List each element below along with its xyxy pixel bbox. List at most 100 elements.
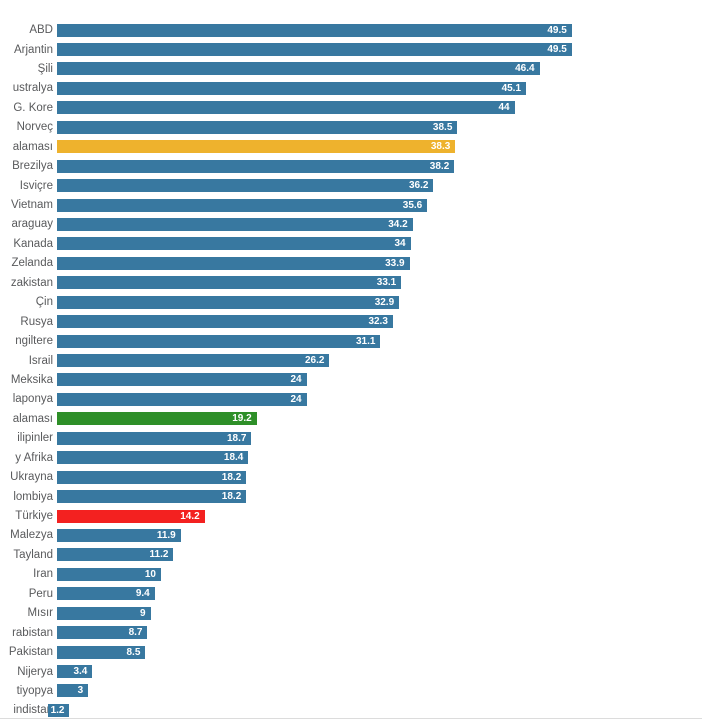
- category-label: Tayland: [13, 548, 53, 561]
- bar: 18.7: [57, 431, 252, 445]
- category-label: ngiltere: [15, 335, 53, 348]
- category-label: ustralya: [12, 82, 53, 95]
- category-label: Brezilya: [12, 160, 53, 173]
- value-label: 33.9: [382, 256, 410, 270]
- bar: 14.2: [57, 509, 205, 523]
- value-label: 45.1: [498, 81, 527, 95]
- bar: 19.2: [57, 412, 257, 426]
- category-label: İsviçre: [19, 179, 53, 192]
- bar-row: G. Kore 44: [0, 98, 702, 117]
- bar: 26.2: [57, 354, 330, 368]
- value-label: 38.2: [426, 159, 455, 173]
- bar: 31.1: [57, 334, 381, 348]
- value-label: 46.4: [512, 62, 540, 76]
- value-label: 11.9: [153, 528, 181, 542]
- value-label: 11.2: [146, 548, 174, 562]
- category-label: alaması: [12, 140, 53, 153]
- bar-row: Meksika 24: [0, 370, 702, 389]
- bar: 45.1: [57, 81, 527, 95]
- bar-row: laponya 24: [0, 390, 702, 409]
- bar: 34: [57, 237, 411, 251]
- bar-row: Vietnam 35.6: [0, 195, 702, 214]
- value-label: 8.7: [125, 626, 148, 640]
- bar: 24: [57, 373, 307, 387]
- bar-row: Arjantin 49.5: [0, 40, 702, 59]
- value-label: 9.4: [132, 587, 155, 601]
- value-label: 35.6: [399, 198, 428, 212]
- category-label: Şili: [37, 62, 53, 75]
- category-label: zakistan: [10, 276, 53, 289]
- bar: 8.5: [57, 645, 146, 659]
- category-label: ilipinler: [17, 432, 53, 445]
- category-label: Vietnam: [11, 199, 53, 212]
- bottom-divider: [0, 718, 702, 719]
- value-label: 9: [137, 606, 151, 620]
- bar-row: Norveç 38.5: [0, 118, 702, 137]
- category-label: y Afrika: [15, 451, 53, 464]
- value-label: 1.2: [47, 703, 70, 717]
- bar: 35.6: [57, 198, 428, 212]
- category-label: Malezya: [10, 529, 53, 542]
- bar: 33.1: [57, 276, 402, 290]
- value-label: 18.4: [220, 451, 249, 465]
- value-label: 33.1: [373, 276, 402, 290]
- value-label: 3.4: [70, 665, 93, 679]
- bar: 11.2: [57, 548, 174, 562]
- bar-row: Kanada 34: [0, 234, 702, 253]
- value-label: 31.1: [352, 334, 381, 348]
- category-label: Arjantin: [14, 43, 53, 56]
- value-label: 18.7: [224, 431, 252, 445]
- bar: 44: [57, 101, 515, 115]
- bar: 18.2: [57, 490, 247, 504]
- category-label: Nijerya: [17, 665, 53, 678]
- bar: 49.5: [57, 23, 572, 37]
- value-label: 19.2: [229, 412, 257, 426]
- category-label: Rusya: [20, 315, 53, 328]
- bar-row: Pakistan 8.5: [0, 642, 702, 661]
- value-label: 38.3: [427, 140, 456, 154]
- value-label: 32.3: [365, 315, 393, 329]
- bar-row: indistan 1.2: [0, 701, 702, 720]
- bar-row: Şili 46.4: [0, 59, 702, 78]
- bar: 10: [57, 567, 161, 581]
- category-label: Ukrayna: [10, 471, 53, 484]
- value-label: 18.2: [218, 470, 247, 484]
- category-label: laponya: [12, 393, 53, 406]
- bar-row: ustralya 45.1: [0, 79, 702, 98]
- bar-row: ngiltere 31.1: [0, 331, 702, 350]
- category-label: indistan: [13, 704, 53, 717]
- bar-row: Çin 32.9: [0, 293, 702, 312]
- bar-row: tiyopya 3: [0, 681, 702, 700]
- category-label: Meksika: [10, 373, 53, 386]
- bar-row: zakistan 33.1: [0, 273, 702, 292]
- category-label: tiyopya: [16, 684, 53, 697]
- category-label: Zelanda: [11, 257, 53, 270]
- value-label: 34.2: [385, 217, 413, 231]
- value-label: 14.2: [177, 509, 205, 523]
- category-label: ABD: [29, 24, 53, 37]
- category-label: rabistan: [12, 626, 53, 639]
- bar: 18.2: [57, 470, 247, 484]
- bar: 24: [57, 392, 307, 406]
- category-label: İsrail: [28, 354, 53, 367]
- bar-row: İsrail 26.2: [0, 351, 702, 370]
- bar-row: Brezilya 38.2: [0, 156, 702, 175]
- bar: 18.4: [57, 451, 249, 465]
- bar: 11.9: [57, 528, 181, 542]
- category-label: Peru: [28, 587, 53, 600]
- bar-row: Türkiye 14.2: [0, 506, 702, 525]
- value-label: 49.5: [544, 43, 572, 57]
- bar-row: Zelanda 33.9: [0, 254, 702, 273]
- bar-chart-plot-area: ABD 49.5 Arjantin 49.5 Şili 46.4 ustralya 45.1 G…: [0, 20, 702, 720]
- bar-row: ABD 49.5: [0, 20, 702, 39]
- bar-row: İsviçre 36.2: [0, 176, 702, 195]
- bar-row: rabistan 8.7: [0, 623, 702, 642]
- bar: 1.2: [47, 703, 70, 717]
- value-label: 18.2: [218, 490, 247, 504]
- bar-row: y Afrika 18.4: [0, 448, 702, 467]
- bar: 38.2: [57, 159, 455, 173]
- category-label: araguay: [11, 218, 53, 231]
- value-label: 24: [287, 392, 307, 406]
- value-label: 38.5: [429, 120, 458, 134]
